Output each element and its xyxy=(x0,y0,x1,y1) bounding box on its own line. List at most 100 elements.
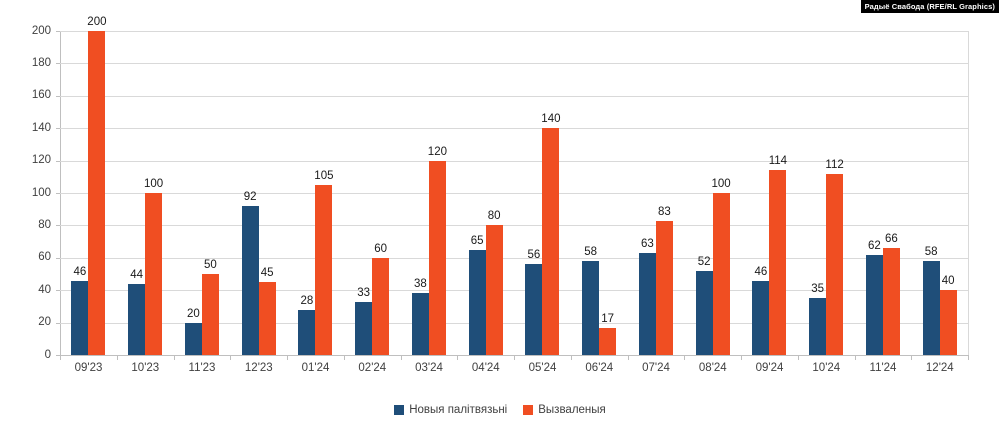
x-tick-label: 12'24 xyxy=(925,362,954,374)
y-tick-label: 20 xyxy=(38,316,51,329)
x-tick-label: 09'24 xyxy=(755,362,784,374)
bar-value-label: 100 xyxy=(711,178,731,190)
bar-value-label: 92 xyxy=(243,191,257,203)
bar-new-prisoners xyxy=(752,280,770,355)
bar-released xyxy=(145,193,163,355)
bar-released xyxy=(88,31,106,355)
legend-swatch-released-icon xyxy=(523,405,534,415)
plot-area: 46 44 20 92 28 33 38 65 56 58 63 52 46 35 62 58 200 100 50… xyxy=(60,16,969,355)
bar-value-label: 20 xyxy=(186,307,200,320)
bar-value-label: 105 xyxy=(314,169,334,182)
x-tick-mark xyxy=(287,356,288,360)
x-tick-mark xyxy=(343,356,345,360)
bar-released xyxy=(599,327,617,355)
y-tick-label: 80 xyxy=(38,218,51,231)
bar-released xyxy=(769,170,787,355)
bar-value-label: 100 xyxy=(144,178,164,190)
x-tick-mark xyxy=(173,356,175,360)
gridline xyxy=(60,257,968,259)
x-tick-mark xyxy=(457,356,459,360)
y-tick-mark xyxy=(56,128,60,130)
gridline xyxy=(60,95,968,97)
bar-released xyxy=(826,173,844,355)
bar-released xyxy=(882,248,900,355)
x-tick-mark xyxy=(60,356,61,360)
legend-label-released: Вызваленыя xyxy=(538,404,606,416)
gridline xyxy=(60,193,968,194)
x-tick-label: 02'24 xyxy=(358,362,387,374)
x-tick-label: 06'24 xyxy=(585,362,614,374)
bar-released xyxy=(428,160,446,355)
y-tick-label: 180 xyxy=(31,56,51,69)
x-tick-label: 07'24 xyxy=(642,362,670,374)
bar-value-label: 83 xyxy=(657,205,671,218)
bar-released xyxy=(712,193,730,355)
y-tick-mark xyxy=(56,257,60,259)
y-tick-label: 160 xyxy=(31,89,51,102)
bar-new-prisoners xyxy=(468,249,486,355)
bar-value-label: 63 xyxy=(640,237,654,250)
x-tick-label: 12'23 xyxy=(244,362,273,374)
y-tick-mark xyxy=(56,225,60,227)
bar-value-label: 58 xyxy=(924,246,938,258)
bar-value-label: 120 xyxy=(427,145,447,158)
bar-value-label: 17 xyxy=(601,312,614,325)
bar-value-label: 28 xyxy=(300,294,314,307)
gridline xyxy=(60,128,968,130)
bar-released xyxy=(372,257,390,355)
y-tick-label: 0 xyxy=(44,348,51,361)
bar-value-label: 46 xyxy=(754,265,768,278)
x-tick-mark xyxy=(854,356,856,360)
x-tick-mark xyxy=(570,356,572,360)
bar-value-label: 52 xyxy=(697,255,711,268)
bar-released xyxy=(655,220,673,355)
x-tick-mark xyxy=(684,356,686,360)
x-tick-mark xyxy=(968,356,969,360)
legend-label-new-prisoners: Новыя палітвязьні xyxy=(409,404,508,416)
y-tick-mark xyxy=(56,322,60,324)
bar-value-label: 200 xyxy=(87,16,107,28)
bar-new-prisoners xyxy=(411,293,429,355)
x-tick-mark xyxy=(911,356,913,360)
gridline xyxy=(60,63,968,65)
x-tick-mark xyxy=(741,356,742,360)
x-tick-mark xyxy=(797,356,799,360)
bar-new-prisoners xyxy=(582,261,600,355)
bar-new-prisoners xyxy=(865,254,883,355)
x-axis-line xyxy=(56,355,969,356)
x-tick-mark xyxy=(116,356,118,360)
y-tick-label: 100 xyxy=(31,186,51,199)
x-tick-label: 10'23 xyxy=(131,362,160,374)
bar-value-label: 45 xyxy=(260,267,274,280)
legend-item-new-prisoners: Новыя палітвязьні xyxy=(394,404,507,416)
bar-new-prisoners xyxy=(128,283,146,355)
bar-value-label: 38 xyxy=(413,278,427,291)
bar-value-label: 140 xyxy=(541,113,561,126)
y-tick-label: 200 xyxy=(31,24,51,37)
bar-new-prisoners xyxy=(695,270,713,355)
gridline xyxy=(60,160,968,162)
bar-value-label: 66 xyxy=(884,233,898,246)
bar-value-label: 33 xyxy=(357,286,370,299)
bar-value-label: 56 xyxy=(527,249,541,262)
bar-released xyxy=(939,290,957,355)
gridline xyxy=(60,31,968,32)
gridline xyxy=(60,225,968,227)
bar-new-prisoners xyxy=(809,298,827,355)
y-tick-mark xyxy=(56,193,60,194)
x-tick-label: 11'24 xyxy=(869,362,897,374)
y-tick-mark xyxy=(56,290,60,292)
bar-value-label: 60 xyxy=(374,242,387,255)
bar-new-prisoners xyxy=(184,322,202,355)
bar-released xyxy=(201,274,219,355)
bar-new-prisoners xyxy=(298,309,316,355)
x-tick-mark xyxy=(627,356,629,360)
bar-value-label: 40 xyxy=(941,275,955,288)
bar-released xyxy=(258,282,276,355)
y-tick-mark xyxy=(56,63,60,65)
gridline xyxy=(60,322,968,324)
bar-value-label: 114 xyxy=(768,155,788,168)
y-tick-mark xyxy=(56,355,60,356)
x-tick-label: 04'24 xyxy=(471,362,500,374)
